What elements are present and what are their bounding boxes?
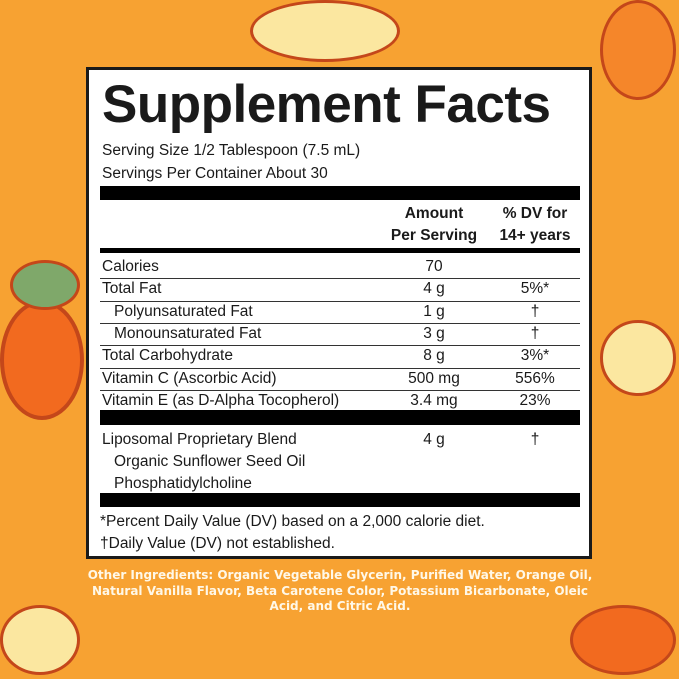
- orange-illustration: [600, 0, 676, 100]
- leaf-illustration: [10, 260, 80, 310]
- dv-header: % DV for: [502, 205, 568, 222]
- blend-ingredient: Phosphatidylcholine: [114, 475, 252, 492]
- row-divider: [100, 278, 580, 280]
- row-divider: [100, 345, 580, 347]
- supplement-facts-panel: Supplement Facts Serving Size 1/2 Tables…: [86, 67, 592, 559]
- panel-title: Supplement Facts: [102, 75, 551, 134]
- serving-size: Serving Size 1/2 Tablespoon (7.5 mL): [102, 142, 361, 159]
- row-label: Total Carbohydrate: [102, 347, 233, 365]
- row-amount: 500 mg: [408, 369, 460, 387]
- row-divider: [100, 300, 580, 302]
- row-amount: 3.4 mg: [410, 391, 458, 409]
- other-ingredients: Other Ingredients: Organic Vegetable Gly…: [87, 568, 593, 613]
- blend-label: Liposomal Proprietary Blend: [102, 431, 297, 448]
- footnote: †Daily Value (DV) not established.: [100, 535, 335, 552]
- divider-bar: [100, 248, 580, 253]
- divider-bar: [100, 410, 580, 425]
- row-label: Polyunsaturated Fat: [114, 302, 253, 320]
- divider-bar: [100, 493, 580, 507]
- row-label: Vitamin C (Ascorbic Acid): [102, 369, 277, 387]
- row-label: Monounsaturated Fat: [114, 324, 262, 342]
- row-label: Total Fat: [102, 280, 162, 298]
- divider-bar: [100, 186, 580, 200]
- blend-dv: †: [530, 431, 540, 448]
- row-dv: 3%*: [520, 347, 550, 365]
- blend-ingredient: Organic Sunflower Seed Oil: [114, 453, 306, 470]
- amount-header-2: Per Serving: [390, 227, 478, 244]
- orange-slice-illustration: [570, 605, 676, 675]
- row-amount: 8 g: [423, 347, 445, 365]
- dv-header-2: 14+ years: [499, 227, 571, 244]
- row-dv: 23%: [519, 391, 551, 409]
- orange-slice-illustration: [0, 300, 84, 420]
- row-dv: 5%*: [520, 280, 550, 298]
- row-amount: 70: [425, 258, 443, 275]
- row-divider: [100, 322, 580, 324]
- vanilla-flower-illustration: [250, 0, 400, 62]
- row-label: Vitamin E (as D-Alpha Tocopherol): [102, 391, 340, 409]
- row-dv: †: [530, 302, 540, 320]
- row-dv: †: [530, 324, 540, 342]
- row-label: Calories: [102, 258, 159, 275]
- amount-header: Amount: [404, 205, 464, 222]
- footnote: *Percent Daily Value (DV) based on a 2,0…: [100, 513, 485, 530]
- blend-amount: 4 g: [423, 431, 445, 448]
- row-amount: 3 g: [423, 324, 445, 342]
- row-amount: 1 g: [423, 302, 445, 320]
- row-divider: [100, 389, 580, 391]
- vanilla-flower-illustration: [0, 605, 80, 675]
- row-dv: 556%: [515, 369, 555, 387]
- row-divider: [100, 367, 580, 369]
- servings-per-container: Servings Per Container About 30: [102, 165, 328, 182]
- vanilla-flower-illustration: [600, 320, 676, 396]
- row-amount: 4 g: [423, 280, 445, 298]
